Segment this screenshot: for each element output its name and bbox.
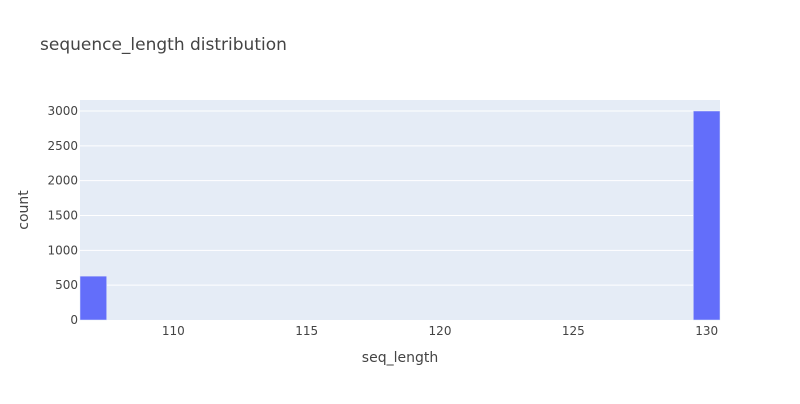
x-tick-label: 130 (695, 324, 718, 338)
y-tick-label: 1500 (47, 209, 78, 223)
y-tick-label: 3000 (47, 104, 78, 118)
y-axis-ticks: 0 500 1000 1500 2000 2500 3000 (47, 104, 78, 327)
x-tick-label: 125 (562, 324, 585, 338)
histogram-bar (79, 275, 107, 321)
x-axis-title: seq_length (362, 350, 438, 366)
y-tick-label: 2000 (47, 174, 78, 188)
bars (79, 110, 721, 321)
x-tick-label: 115 (295, 324, 318, 338)
y-tick-label: 2500 (47, 139, 78, 153)
x-tick-label: 120 (429, 324, 452, 338)
plot-area (80, 100, 720, 320)
x-tick-label: 110 (162, 324, 185, 338)
x-axis-ticks: 110 115 120 125 130 (162, 324, 718, 338)
y-tick-label: 500 (55, 278, 78, 292)
histogram-bar (693, 110, 721, 321)
y-tick-label: 0 (70, 313, 78, 327)
gridlines (80, 110, 720, 286)
y-axis-title: count (16, 190, 32, 230)
chart-title: sequence_length distribution (40, 35, 287, 55)
y-tick-label: 1000 (47, 243, 78, 257)
